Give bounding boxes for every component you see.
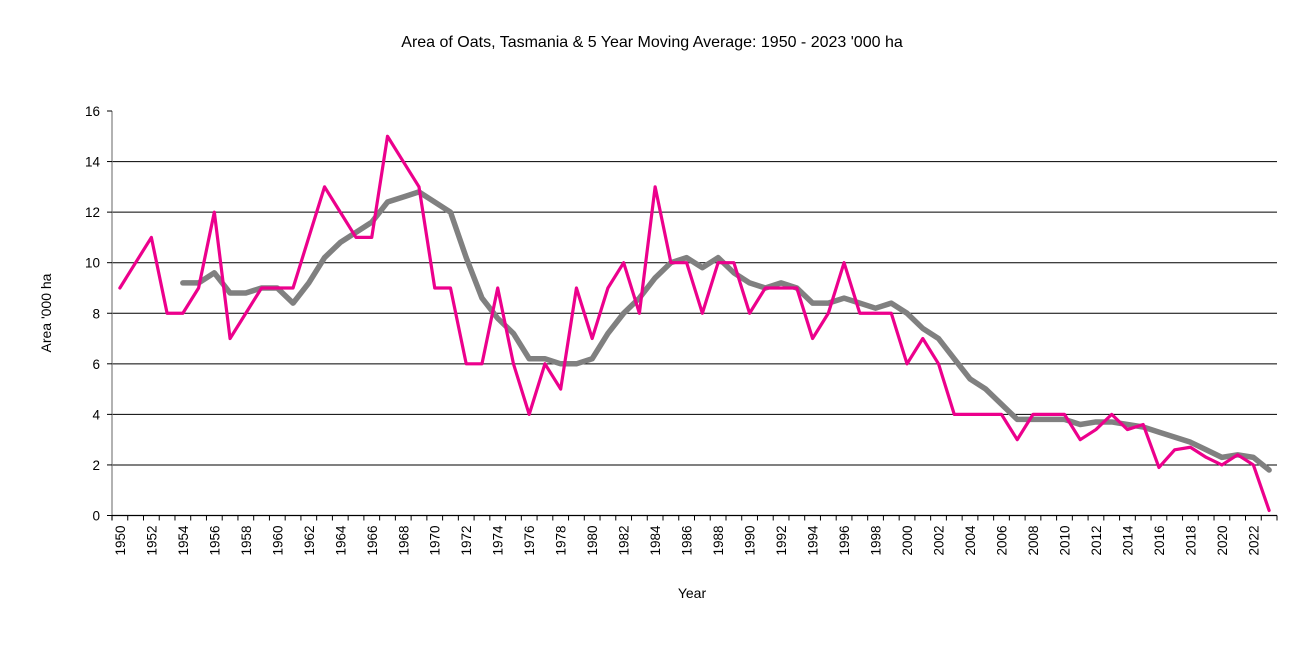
y-tick-label: 2: [92, 458, 100, 473]
x-tick-label: 1984: [648, 525, 663, 556]
x-tick-label: 1976: [522, 526, 537, 556]
x-tick-label: 1964: [333, 525, 348, 556]
x-tick-label: 2010: [1057, 526, 1072, 556]
y-tick-label: 14: [85, 155, 101, 170]
x-tick-label: 1996: [837, 526, 852, 556]
x-tick-label: 1966: [365, 526, 380, 556]
y-tick-label: 8: [92, 306, 100, 321]
x-tick-label: 2006: [994, 526, 1009, 556]
x-tick-label: 1992: [774, 526, 789, 556]
x-tick-label: 1950: [113, 526, 128, 556]
x-tick-label: 1982: [617, 526, 632, 556]
x-tick-label: 2018: [1183, 526, 1198, 556]
x-tick-label: 1956: [207, 526, 222, 556]
x-tick-label: 1972: [459, 526, 474, 556]
y-tick-label: 6: [92, 357, 100, 372]
x-tick-label: 1994: [806, 525, 821, 556]
x-tick-label: 1962: [302, 526, 317, 556]
x-tick-label: 1954: [176, 525, 191, 556]
x-tick-label: 1988: [711, 526, 726, 556]
x-tick-label: 2014: [1120, 525, 1135, 556]
x-tick-label: 1998: [869, 526, 884, 556]
x-tick-label: 1958: [239, 526, 254, 556]
x-tick-label: 1978: [554, 526, 569, 556]
x-tick-label: 1986: [680, 526, 695, 556]
x-axis-ticks: 1950 1952 1954 1956 1958 1960 1962 1964 1966 1968…: [111, 515, 1278, 556]
series-line-moving-average: [180, 189, 1272, 473]
x-tick-label: 2008: [1026, 526, 1041, 556]
x-tick-label: 1980: [585, 526, 600, 556]
x-tick-label: 1974: [491, 525, 506, 556]
x-tick-label: 1952: [144, 526, 159, 556]
y-tick-label: 12: [85, 205, 100, 220]
x-tick-label: 2004: [963, 525, 978, 556]
axes: [111, 111, 1277, 521]
y-tick-label: 4: [92, 407, 100, 422]
y-tick-label: 0: [92, 509, 100, 524]
series-lines: [118, 134, 1272, 513]
chart-title: Area of Oats, Tasmania & 5 Year Moving A…: [401, 34, 903, 51]
x-tick-label: 2020: [1215, 526, 1230, 556]
x-tick-label: 1968: [396, 526, 411, 556]
x-tick-label: 1990: [743, 526, 758, 556]
x-axis-title: Year: [678, 585, 707, 601]
x-tick-label: 2022: [1246, 526, 1261, 556]
x-tick-label: 2016: [1152, 526, 1167, 556]
y-tick-label: 10: [85, 256, 100, 271]
x-tick-label: 2002: [932, 526, 947, 556]
x-tick-label: 1960: [270, 526, 285, 556]
x-tick-label: 2000: [900, 526, 915, 556]
x-tick-label: 1970: [428, 526, 443, 556]
y-axis-title: Area '000 ha: [38, 273, 54, 352]
series-line-area-of-oats: [118, 134, 1271, 513]
x-tick-label: 2012: [1089, 526, 1104, 556]
y-axis-ticks: 0 2 4 6 8 10 12 14 16: [85, 104, 112, 524]
y-tick-label: 16: [85, 104, 100, 119]
